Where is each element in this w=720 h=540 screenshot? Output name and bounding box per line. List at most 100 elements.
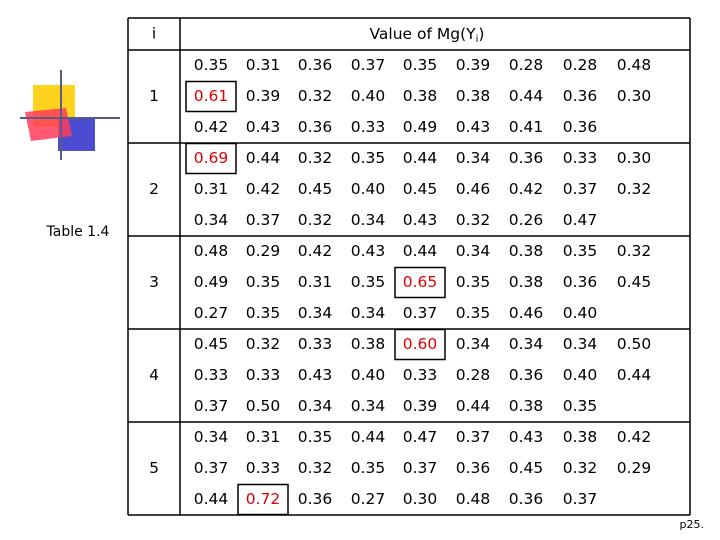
group-label: 4 [149, 366, 159, 384]
cell: 0.34 [456, 242, 491, 260]
cell: 0.38 [509, 273, 544, 291]
cell: 0.42 [617, 428, 652, 446]
cell: 0.35 [456, 304, 491, 322]
cell: 0.36 [456, 459, 491, 477]
cell: 0.32 [617, 180, 652, 198]
cell: 0.33 [403, 366, 438, 384]
cell: 0.27 [194, 304, 229, 322]
cell: 0.28 [563, 56, 598, 74]
header-index: i [152, 25, 156, 43]
cell: 0.49 [403, 118, 438, 136]
cell: 0.40 [351, 180, 386, 198]
cell: 0.43 [456, 118, 491, 136]
cell: 0.44 [403, 242, 438, 260]
cell: 0.44 [617, 366, 652, 384]
cell: 0.33 [351, 118, 386, 136]
cell: 0.44 [351, 428, 386, 446]
group-label: 3 [149, 273, 159, 291]
cell: 0.31 [194, 180, 229, 198]
cell: 0.36 [563, 118, 598, 136]
cell: 0.33 [246, 366, 281, 384]
cell: 0.61 [194, 87, 229, 105]
cell: 0.35 [563, 397, 598, 415]
cell: 0.37 [563, 180, 598, 198]
cell: 0.45 [509, 459, 544, 477]
cell: 0.36 [509, 366, 544, 384]
cell: 0.42 [246, 180, 281, 198]
cell: 0.39 [246, 87, 281, 105]
cell: 0.39 [456, 56, 491, 74]
cell: 0.30 [617, 149, 652, 167]
cell: 0.40 [351, 87, 386, 105]
cell: 0.28 [456, 366, 491, 384]
cell: 0.32 [456, 211, 491, 229]
highlight-box [394, 328, 446, 361]
cell: 0.39 [403, 397, 438, 415]
cell: 0.36 [509, 149, 544, 167]
header-value-sub: i [476, 34, 479, 45]
cell: 0.35 [351, 149, 386, 167]
cell: 0.33 [194, 366, 229, 384]
cell: 0.33 [563, 149, 598, 167]
cell: 0.43 [246, 118, 281, 136]
cell: 0.45 [403, 180, 438, 198]
cell: 0.45 [617, 273, 652, 291]
cell: 0.34 [509, 335, 544, 353]
cell: 0.30 [403, 490, 438, 508]
cell: 0.38 [563, 428, 598, 446]
logo [20, 70, 120, 160]
cell: 0.44 [403, 149, 438, 167]
cell: 0.40 [351, 366, 386, 384]
cell: 0.47 [563, 211, 598, 229]
cell: 0.33 [298, 335, 333, 353]
cell: 0.65 [403, 273, 438, 291]
cell: 0.34 [298, 397, 333, 415]
header-value-main: Value of Mg(Y [370, 25, 477, 43]
cell: 0.35 [403, 56, 438, 74]
cell: 0.32 [563, 459, 598, 477]
group-label: 5 [149, 459, 159, 477]
cell: 0.43 [509, 428, 544, 446]
cell: 0.37 [194, 397, 229, 415]
cell: 0.32 [298, 149, 333, 167]
table: 1 0.35 0.31 0.36 0.37 0.35 0.39 0.28 0.28 0.48 0.6… [127, 17, 691, 516]
cell: 0.35 [246, 273, 281, 291]
cell: 0.27 [351, 490, 386, 508]
cell: 0.37 [351, 56, 386, 74]
cell: 0.40 [563, 304, 598, 322]
cell: 0.33 [246, 459, 281, 477]
page-number: p25. [680, 518, 704, 531]
cell: 0.48 [194, 242, 229, 260]
caption: Table 1.4 [46, 224, 110, 240]
cell: 0.34 [194, 428, 229, 446]
cell: 0.35 [351, 459, 386, 477]
cell: 0.36 [298, 490, 333, 508]
cell: 0.43 [298, 366, 333, 384]
highlight-box [185, 142, 237, 175]
cell: 0.32 [298, 459, 333, 477]
cell: 0.34 [456, 149, 491, 167]
cell: 0.41 [509, 118, 544, 136]
cell: 0.46 [509, 304, 544, 322]
cell: 0.37 [403, 459, 438, 477]
group-label: 1 [149, 87, 159, 105]
group-label: 2 [149, 180, 159, 198]
highlight-box [394, 266, 446, 299]
cell: 0.44 [456, 397, 491, 415]
cell: 0.29 [246, 242, 281, 260]
cell: 0.38 [509, 242, 544, 260]
cell: 0.30 [617, 87, 652, 105]
cell: 0.34 [351, 397, 386, 415]
cell: 0.35 [456, 273, 491, 291]
cell: 0.50 [617, 335, 652, 353]
cell: 0.48 [456, 490, 491, 508]
cell: 0.72 [246, 490, 281, 508]
cell: 0.50 [246, 397, 281, 415]
cell: 0.43 [403, 211, 438, 229]
cell: 0.44 [509, 87, 544, 105]
cell: 0.35 [351, 273, 386, 291]
cell: 0.31 [246, 56, 281, 74]
cell: 0.34 [194, 211, 229, 229]
cell: 0.48 [617, 56, 652, 74]
